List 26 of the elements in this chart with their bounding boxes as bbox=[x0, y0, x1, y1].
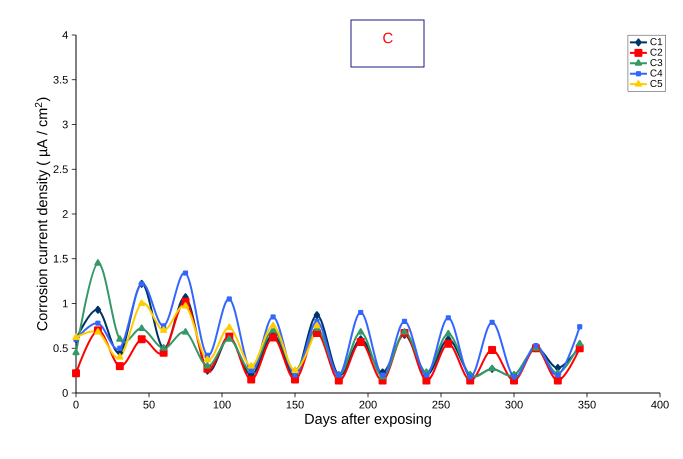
y-tick-label: 0.5 bbox=[53, 344, 68, 352]
x-tick-label: 400 bbox=[651, 400, 669, 409]
legend-label: C3 bbox=[650, 59, 662, 66]
legend-label: C4 bbox=[650, 70, 662, 77]
legend-label: C2 bbox=[650, 48, 662, 56]
y-tick-label: 2 bbox=[62, 210, 68, 218]
y-tick-label: 2.5 bbox=[54, 165, 68, 174]
y-tick-label: 0 bbox=[62, 389, 68, 397]
chart-title: C bbox=[383, 32, 393, 44]
x-tick-label: 200 bbox=[359, 400, 377, 409]
x-tick-label: 300 bbox=[505, 400, 523, 409]
y-tick-label: 3 bbox=[62, 120, 68, 128]
x-tick-label: 0 bbox=[73, 400, 79, 409]
x-axis-title: Days after exposing bbox=[305, 413, 431, 427]
y-tick-label: 1 bbox=[62, 300, 68, 308]
x-tick-label: 100 bbox=[214, 400, 231, 409]
y-tick-label: 1.5 bbox=[54, 254, 68, 263]
x-tick-label: 350 bbox=[578, 400, 596, 409]
y-axis-title: Corrosion current density ( µA / cm$^{2}$) bbox=[34, 98, 50, 330]
x-tick-label: 250 bbox=[432, 400, 450, 409]
y-tick-label: 3.5 bbox=[53, 76, 68, 84]
y-tick-label: 4 bbox=[62, 31, 68, 39]
x-tick-label: 150 bbox=[286, 400, 304, 409]
legend-label: C5 bbox=[650, 80, 662, 87]
x-tick-label: 50 bbox=[143, 400, 155, 409]
legend-label: C1 bbox=[650, 38, 662, 46]
